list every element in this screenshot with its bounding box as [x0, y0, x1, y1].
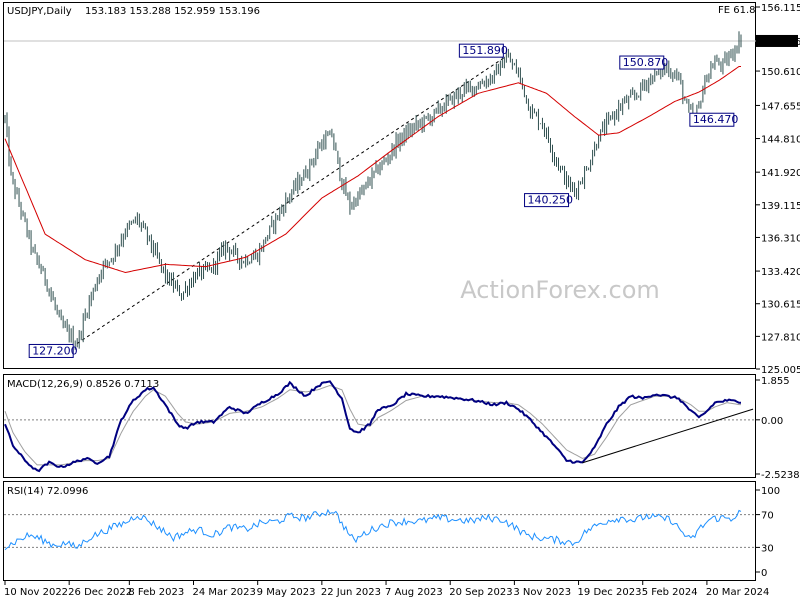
price-tick-label: 136.310 — [761, 233, 800, 244]
x-tick-label: 10 Nov 2022 — [4, 587, 68, 598]
price-level-label: 151.890 — [462, 44, 508, 57]
symbol-label: USDJPY,Daily — [7, 6, 72, 17]
x-tick-label: 5 Feb 2024 — [642, 587, 698, 598]
x-tick-label: 7 Aug 2023 — [385, 587, 443, 598]
ma-line — [4, 66, 741, 274]
rsi-line — [4, 508, 742, 551]
macd-panel-frame — [3, 374, 756, 478]
rsi-title: RSI(14) 72.0996 — [7, 486, 88, 497]
price-tick-label: 127.810 — [761, 332, 800, 343]
price-level-label-box — [28, 343, 74, 358]
price-tick-label: 150.610 — [761, 67, 800, 78]
macd-title: MACD(12,26,9) 0.8526 0.7113 — [7, 379, 159, 390]
price-tick-label: 156.115 — [761, 3, 800, 14]
price-tick-label: 139.115 — [761, 201, 800, 212]
last-price-label: 153.196 — [760, 37, 800, 48]
x-tick-label: 22 Jun 2023 — [321, 587, 381, 598]
x-tick-label: 26 Dec 2022 — [68, 587, 132, 598]
price-tick-label: 130.615 — [761, 300, 800, 311]
x-tick-label: 19 Dec 2023 — [578, 587, 642, 598]
rsi-tick-label: 70 — [761, 511, 774, 522]
macd-signal-line — [4, 384, 741, 466]
price-axis-ticks: 156.115 153.196 150.610 147.655 144.810 141.9… — [4, 3, 800, 376]
macd-trendline — [582, 408, 754, 464]
x-tick-label: 3 Nov 2023 — [513, 587, 571, 598]
price-level-label: 127.200 — [32, 344, 77, 357]
price-tick-label: 144.810 — [761, 135, 800, 146]
ohlc-label: 153.183 153.288 152.959 153.196 — [85, 6, 260, 17]
fib-label: FE 61.8 — [718, 5, 756, 16]
candles — [4, 31, 742, 350]
rsi-panel-frame — [3, 481, 756, 581]
price-level-label: 150.870 — [623, 56, 669, 69]
macd-line — [4, 380, 741, 473]
watermark: ActionForex.com — [460, 276, 660, 304]
x-tick-label: 9 May 2023 — [257, 587, 316, 598]
moving-average — [4, 66, 741, 274]
rsi-tick-label: 0 — [761, 568, 767, 579]
macd-tick-label: 1.855 — [761, 376, 790, 387]
x-tick-label: 8 Feb 2023 — [128, 587, 184, 598]
price-level-label-box — [619, 55, 665, 70]
price-annotations: 151.890 150.870 146.470 140.250 127.200 — [28, 43, 739, 358]
macd-tick-label: -2.5238 — [761, 470, 800, 481]
price-tick-label: 147.655 — [761, 101, 800, 112]
price-tick-label: 133.420 — [761, 267, 800, 278]
macd-tick-label: 0.00 — [761, 416, 783, 427]
last-price-badge — [756, 34, 798, 47]
rsi-tick-label: 100 — [761, 486, 780, 497]
x-tick-label: 20 Sep 2023 — [449, 587, 512, 598]
macd-panel: 1.855 0.00 -2.5238 — [4, 376, 800, 481]
price-level-label-box — [524, 193, 570, 208]
rsi-panel: 100 70 30 0 — [4, 486, 780, 579]
x-tick-label: 20 Mar 2024 — [706, 587, 769, 598]
price-level-label: 140.250 — [528, 194, 574, 207]
x-tick-label: 24 Mar 2023 — [193, 587, 256, 598]
price-level-label-box — [689, 112, 735, 127]
price-tick-label: 125.005 — [761, 365, 800, 376]
price-level-label: 146.470 — [693, 113, 739, 126]
price-panel-frame — [3, 2, 756, 369]
rsi-tick-label: 30 — [761, 543, 774, 554]
price-level-label-box — [458, 43, 504, 58]
price-tick-label: 141.920 — [761, 168, 800, 179]
